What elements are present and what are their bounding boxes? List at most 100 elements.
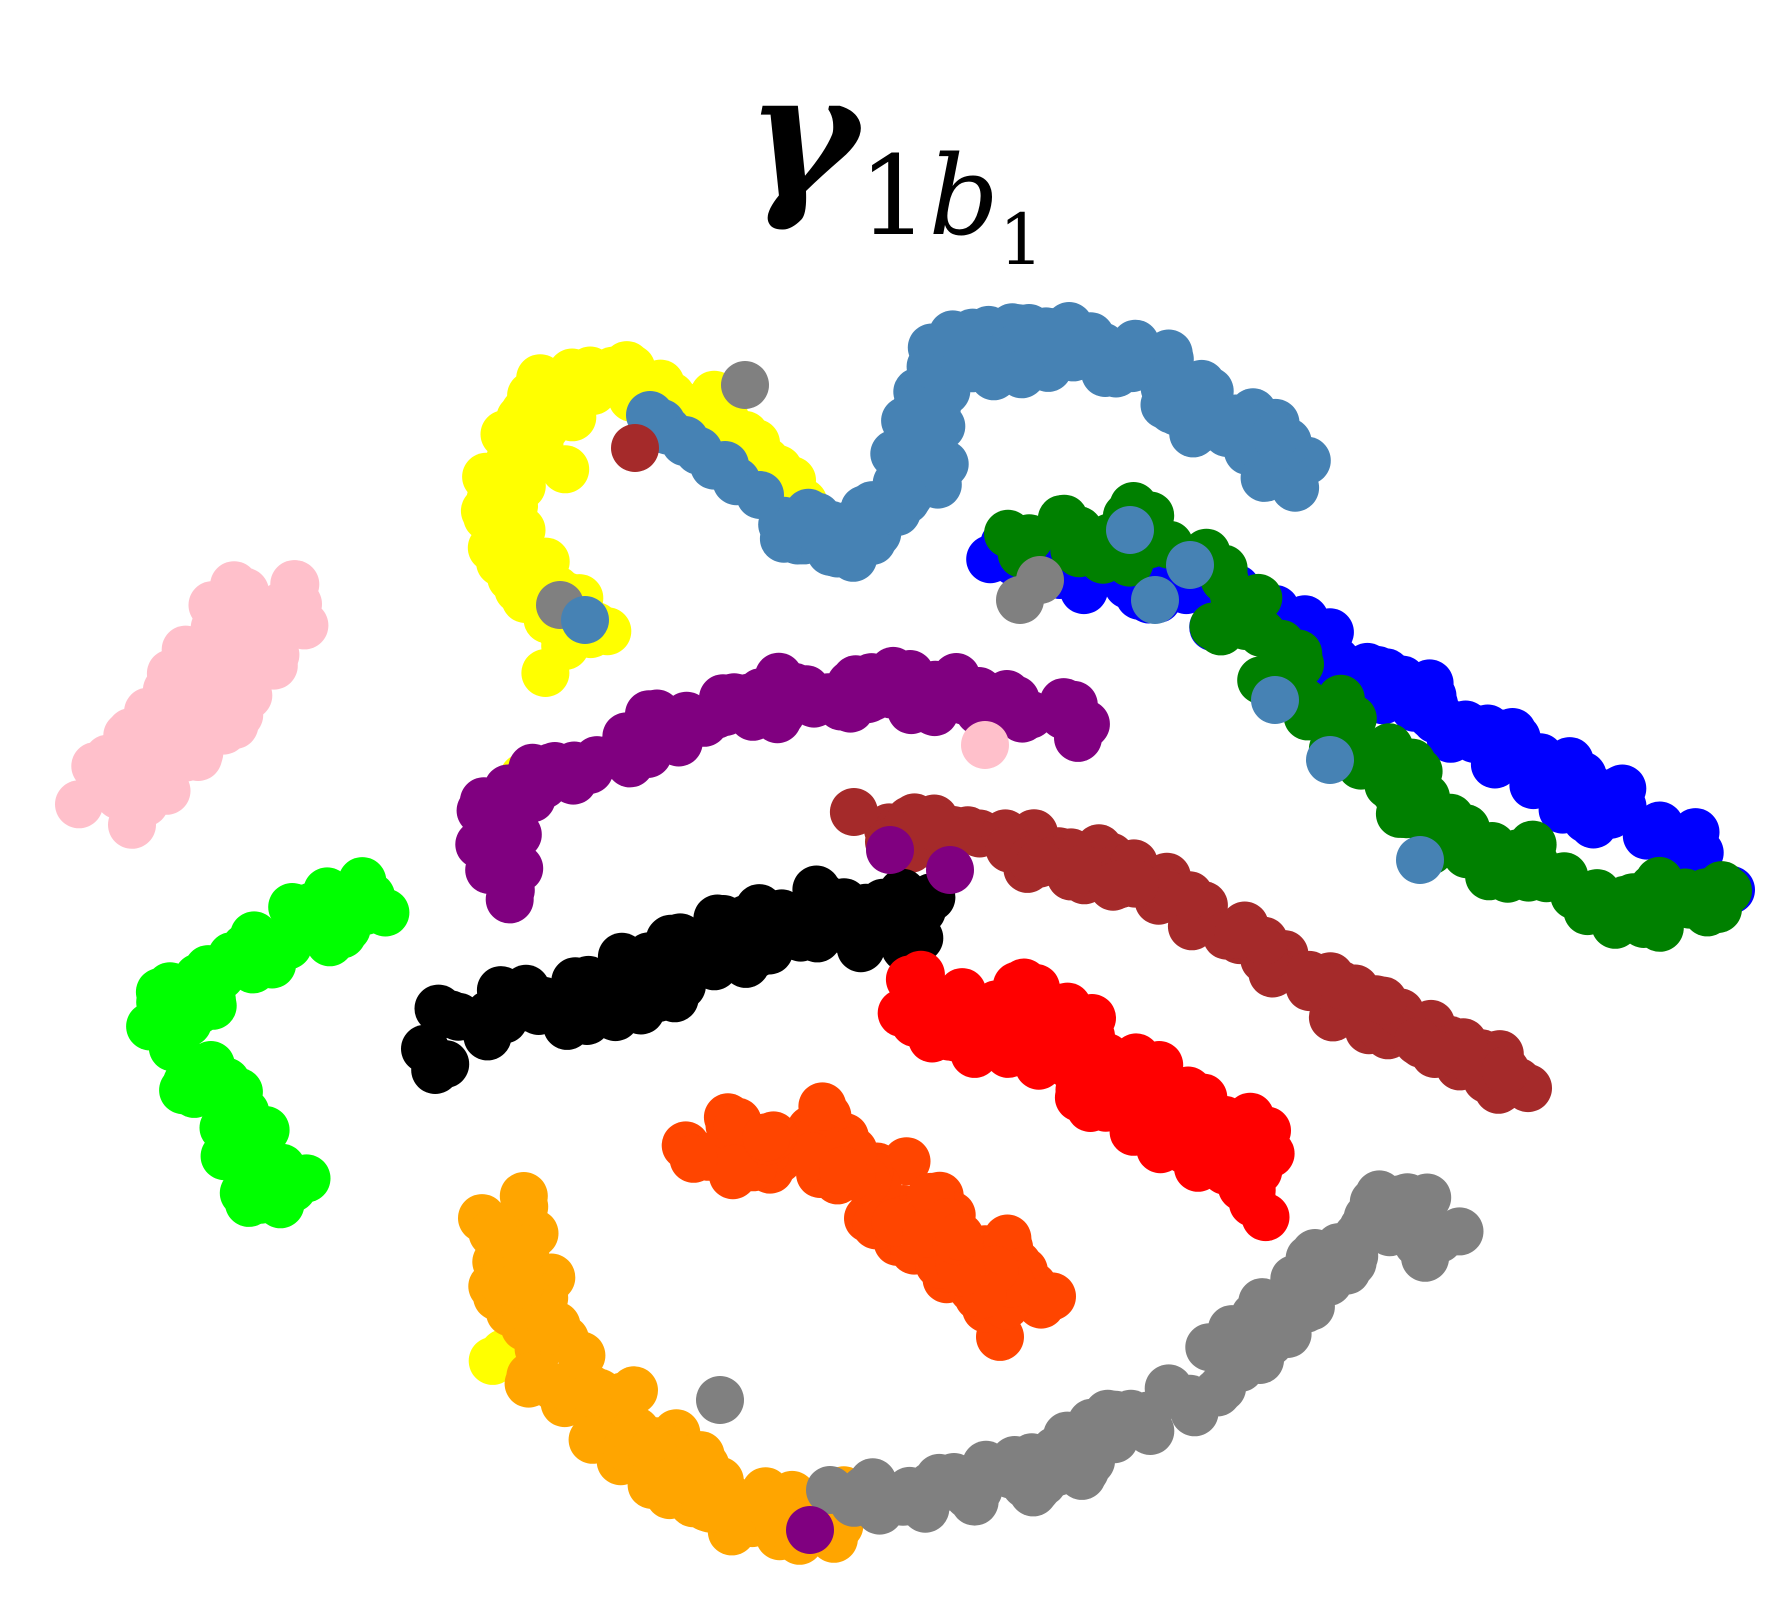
scatter-point — [175, 728, 224, 777]
scatter-point — [1015, 839, 1064, 888]
scatter-point — [1314, 1223, 1363, 1272]
scatter-point — [214, 1067, 263, 1116]
scatter-point — [1251, 411, 1300, 460]
scatter-point — [935, 1212, 984, 1261]
scatter-point — [647, 1457, 696, 1506]
scatter-point — [467, 523, 516, 572]
scatter-point — [947, 344, 996, 393]
scatter-point — [566, 346, 615, 395]
scatter-point — [526, 743, 575, 792]
scatter-point — [120, 778, 169, 827]
scatter-point — [560, 991, 609, 1040]
scatter-point-outlier — [926, 846, 974, 894]
scatter-point — [1410, 1030, 1459, 1078]
scatter-point — [911, 803, 960, 852]
scatter-point — [557, 1331, 606, 1380]
scatter-point — [771, 897, 820, 946]
scatter-point — [987, 1450, 1036, 1499]
title-sub-letter: b — [928, 132, 1000, 260]
scatter-point — [872, 459, 921, 508]
scatter-point — [1185, 1323, 1234, 1372]
scatter-point — [826, 684, 875, 733]
scatter-point — [1312, 636, 1361, 685]
scatter-point — [885, 1466, 934, 1515]
scatter-point — [1382, 790, 1431, 839]
scatter-point — [232, 1139, 281, 1188]
scatter-point — [852, 903, 901, 952]
scatter-point — [1212, 397, 1261, 446]
scatter-point — [710, 1144, 759, 1193]
scatter-point-outlier — [696, 1376, 744, 1424]
scatter-point-outlier — [961, 721, 1009, 769]
scatter-point — [507, 371, 556, 420]
scatter-point-outlier — [1166, 541, 1214, 589]
scatter-point-outlier — [736, 471, 784, 519]
scatter-point — [1067, 1012, 1115, 1061]
scatter-point — [798, 1082, 847, 1131]
scatter-point-outlier — [806, 1466, 854, 1514]
scatter-point-outlier — [1106, 506, 1154, 554]
scatter-point — [951, 1453, 1000, 1502]
scatter-point — [1338, 972, 1387, 1021]
scatter-point — [998, 694, 1047, 743]
scatter-point — [1270, 1255, 1319, 1303]
scatter-point — [1096, 860, 1144, 909]
scatter-point — [1285, 950, 1334, 999]
scatter-point — [833, 521, 881, 570]
scatter-point — [1209, 570, 1258, 619]
scatter-point — [819, 1146, 868, 1195]
scatter-point — [682, 1483, 731, 1532]
title-subscript: 1b1 — [858, 132, 1044, 281]
scatter-point — [1254, 1294, 1302, 1343]
scatter-point — [1240, 453, 1289, 502]
scatter-point — [1440, 812, 1488, 861]
scatter-point — [146, 962, 194, 1011]
scatter-point — [662, 691, 711, 740]
scatter-point — [1243, 1106, 1291, 1155]
scatter-point — [1045, 302, 1094, 350]
scatter-point — [1274, 629, 1323, 678]
scatter-point — [426, 990, 474, 1039]
scatter-point — [103, 711, 152, 760]
scatter-point — [476, 985, 525, 1034]
scatter-point — [254, 602, 303, 651]
title-symbol: γ — [746, 35, 859, 235]
scatter-point — [55, 780, 103, 829]
scatter-point — [126, 1002, 175, 1051]
scatter-point — [1538, 785, 1587, 834]
scatter-point — [829, 788, 878, 836]
scatter-point — [1598, 764, 1647, 813]
scatter-point-outlier — [661, 416, 709, 464]
scatter-point — [501, 1224, 550, 1273]
scatter-point — [1196, 607, 1245, 656]
scatter-point — [285, 890, 334, 938]
scatter-point — [210, 701, 259, 750]
scatter-point — [173, 689, 222, 738]
scatter-point — [669, 940, 718, 989]
scatter-point — [1054, 1073, 1103, 1122]
scatter-point — [473, 823, 522, 872]
scatter-point — [1378, 746, 1427, 794]
scatter-point — [728, 692, 777, 741]
scatter-point — [912, 383, 961, 432]
scatter-point-outlier — [561, 596, 609, 644]
scatter-point — [610, 1366, 658, 1415]
scatter-point — [170, 1055, 219, 1104]
scatter-point — [506, 430, 555, 479]
scatter-point — [401, 1024, 449, 1073]
scatter-point — [207, 932, 256, 981]
scatter-point — [909, 420, 958, 468]
scatter-point — [955, 1003, 1004, 1052]
scatter-point — [623, 720, 672, 769]
scatter-point — [1132, 1059, 1181, 1108]
scatter-point-outlier — [1251, 676, 1299, 724]
title-sub-main: 1 — [858, 132, 929, 260]
scatter-point — [188, 581, 237, 630]
scatter-point — [347, 872, 395, 921]
scatter-point — [256, 1180, 305, 1229]
scatter-point — [1028, 1272, 1076, 1321]
scatter-point — [1111, 319, 1160, 368]
title-sub-index: 1 — [999, 199, 1044, 281]
scatter-point — [496, 1260, 545, 1309]
scatter-point — [1470, 740, 1519, 789]
